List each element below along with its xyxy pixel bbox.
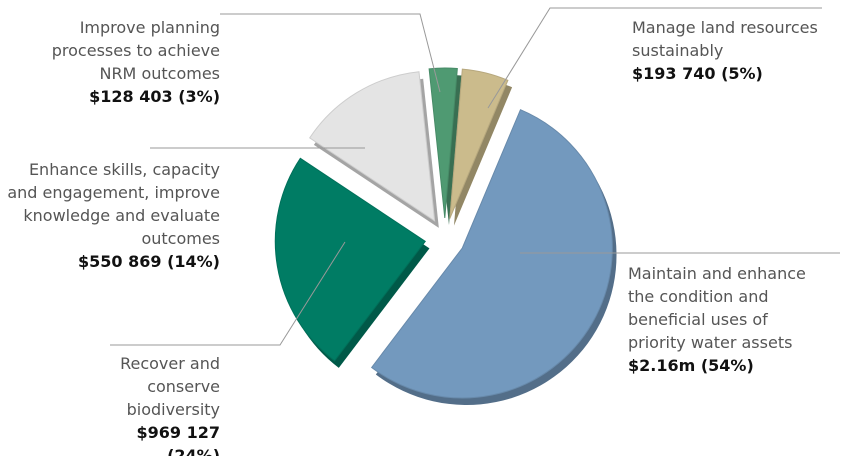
slice-label: Improve planning processes to achieve NR… (30, 16, 220, 108)
leader-line (487, 7, 822, 109)
category-label: Manage land resources sustainably (632, 18, 818, 60)
category-label: Recover and conserve biodiversity (120, 354, 220, 419)
slice-label: Enhance skills, capacity and engagement,… (0, 158, 220, 273)
leader-line (220, 13, 441, 93)
slice (309, 71, 436, 222)
slice (370, 109, 613, 399)
slice-label: Manage land resources sustainably $193 74… (632, 16, 842, 85)
value-label: $128 403 (3%) (89, 87, 220, 106)
category-label: Enhance skills, capacity and engagement,… (7, 160, 220, 248)
value-label: $193 740 (5%) (632, 64, 763, 83)
leader-line (110, 241, 346, 346)
slice (274, 157, 427, 362)
value-label: $550 869 (14%) (78, 252, 220, 271)
slice-label: Recover and conserve biodiversity $969 12… (80, 352, 220, 456)
value-label: $2.16m (54%) (628, 356, 754, 375)
slice (428, 67, 458, 219)
value-label: $969 127 (24%) (136, 423, 221, 456)
category-label: Improve planning processes to achieve NR… (51, 18, 220, 83)
slice-label: Maintain and enhance the condition and b… (628, 262, 828, 377)
slice (449, 68, 509, 219)
category-label: Maintain and enhance the condition and b… (628, 264, 806, 352)
